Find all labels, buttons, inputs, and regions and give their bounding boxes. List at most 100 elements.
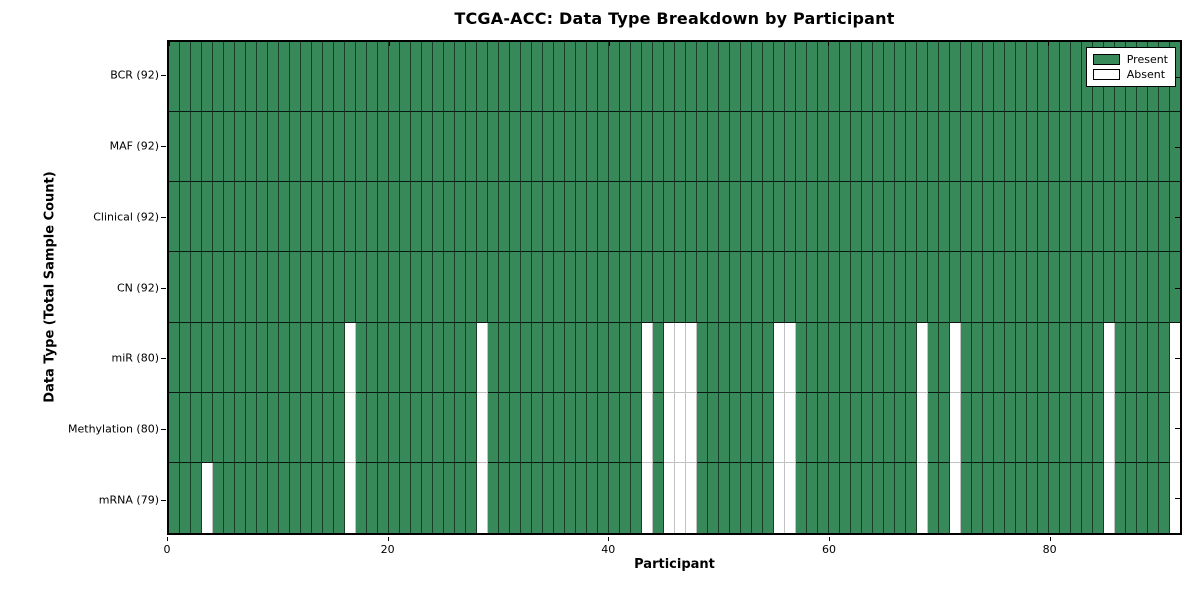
matrix-cell	[202, 112, 213, 183]
matrix-cell	[763, 182, 774, 253]
matrix-cell	[1016, 462, 1027, 533]
matrix-cell	[554, 462, 565, 533]
matrix-cell	[455, 462, 466, 533]
matrix-cell	[411, 42, 422, 113]
matrix-cell	[906, 392, 917, 463]
x-tick-mark	[169, 42, 170, 46]
matrix-cell	[1093, 462, 1104, 533]
matrix-cell	[983, 392, 994, 463]
matrix-cell	[928, 252, 939, 323]
matrix-cell	[1115, 392, 1126, 463]
matrix-cell	[587, 322, 598, 393]
matrix-cell	[565, 462, 576, 533]
matrix-cell	[345, 392, 356, 463]
matrix-cell	[917, 392, 928, 463]
x-tick-mark	[608, 537, 610, 541]
matrix-cell	[400, 462, 411, 533]
matrix-cell	[708, 252, 719, 323]
matrix-cell	[312, 42, 323, 113]
matrix-cell	[235, 112, 246, 183]
legend-label-absent: Absent	[1126, 68, 1166, 81]
matrix-cell	[741, 252, 752, 323]
matrix-cell	[840, 42, 851, 113]
matrix-cell	[521, 42, 532, 113]
matrix-cell	[499, 252, 510, 323]
matrix-cell	[521, 182, 532, 253]
matrix-cell	[829, 322, 840, 393]
matrix-cell	[1170, 252, 1180, 323]
matrix-cell	[675, 392, 686, 463]
matrix-cell	[1049, 252, 1060, 323]
matrix-cell	[1005, 112, 1016, 183]
y-tick-mark	[161, 428, 166, 430]
matrix-cell	[565, 42, 576, 113]
matrix-cell	[653, 322, 664, 393]
matrix-cell	[1159, 322, 1170, 393]
matrix-cell	[532, 42, 543, 113]
matrix-cell	[950, 182, 961, 253]
matrix-cell	[587, 182, 598, 253]
matrix-cell	[334, 42, 345, 113]
matrix-cell	[873, 392, 884, 463]
matrix-cell	[521, 462, 532, 533]
matrix-cell	[1104, 462, 1115, 533]
y-tick-mark	[1175, 217, 1180, 219]
matrix-cell	[664, 252, 675, 323]
matrix-cell	[411, 322, 422, 393]
matrix-cell	[1159, 112, 1170, 183]
matrix-cell	[1027, 42, 1038, 113]
matrix-cell	[433, 182, 444, 253]
matrix-cell	[983, 182, 994, 253]
matrix-cell	[785, 42, 796, 113]
matrix-cell	[1016, 112, 1027, 183]
matrix-cell	[543, 322, 554, 393]
matrix-cell	[510, 252, 521, 323]
matrix-cell	[697, 252, 708, 323]
matrix-cell	[1082, 462, 1093, 533]
matrix-cell	[796, 112, 807, 183]
matrix-cell	[1093, 252, 1104, 323]
matrix-cell	[917, 182, 928, 253]
matrix-cell	[169, 322, 180, 393]
matrix-cell	[587, 392, 598, 463]
matrix-cell	[1093, 392, 1104, 463]
matrix-cell	[521, 322, 532, 393]
matrix-cell	[180, 462, 191, 533]
matrix-cell	[466, 462, 477, 533]
matrix-cell	[356, 42, 367, 113]
matrix-cell	[697, 42, 708, 113]
matrix-cell	[1148, 462, 1159, 533]
matrix-cell	[972, 252, 983, 323]
matrix-cell	[1126, 392, 1137, 463]
matrix-cell	[598, 322, 609, 393]
matrix-cell	[1049, 182, 1060, 253]
matrix-cell	[213, 462, 224, 533]
matrix-cell	[785, 252, 796, 323]
matrix-cell	[1115, 322, 1126, 393]
matrix-cell	[367, 462, 378, 533]
matrix-cell	[741, 322, 752, 393]
y-tick-label: mRNA (79)	[98, 493, 159, 507]
matrix-cell	[367, 322, 378, 393]
matrix-cell	[235, 42, 246, 113]
matrix-cell	[1016, 42, 1027, 113]
matrix-cell	[587, 42, 598, 113]
matrix-cell	[510, 392, 521, 463]
matrix-cell	[1016, 392, 1027, 463]
matrix-cell	[466, 112, 477, 183]
matrix-cell	[356, 322, 367, 393]
matrix-cell	[631, 42, 642, 113]
x-tick-mark	[388, 42, 390, 46]
x-tick-label: 0	[163, 543, 171, 556]
matrix-cell	[554, 392, 565, 463]
matrix-cell	[224, 392, 235, 463]
matrix-cell	[1126, 252, 1137, 323]
matrix-cell	[444, 392, 455, 463]
matrix-cell	[950, 392, 961, 463]
matrix-cell	[730, 392, 741, 463]
matrix-cell	[587, 462, 598, 533]
matrix-cell	[422, 252, 433, 323]
matrix-cell	[246, 42, 257, 113]
matrix-cell	[873, 322, 884, 393]
